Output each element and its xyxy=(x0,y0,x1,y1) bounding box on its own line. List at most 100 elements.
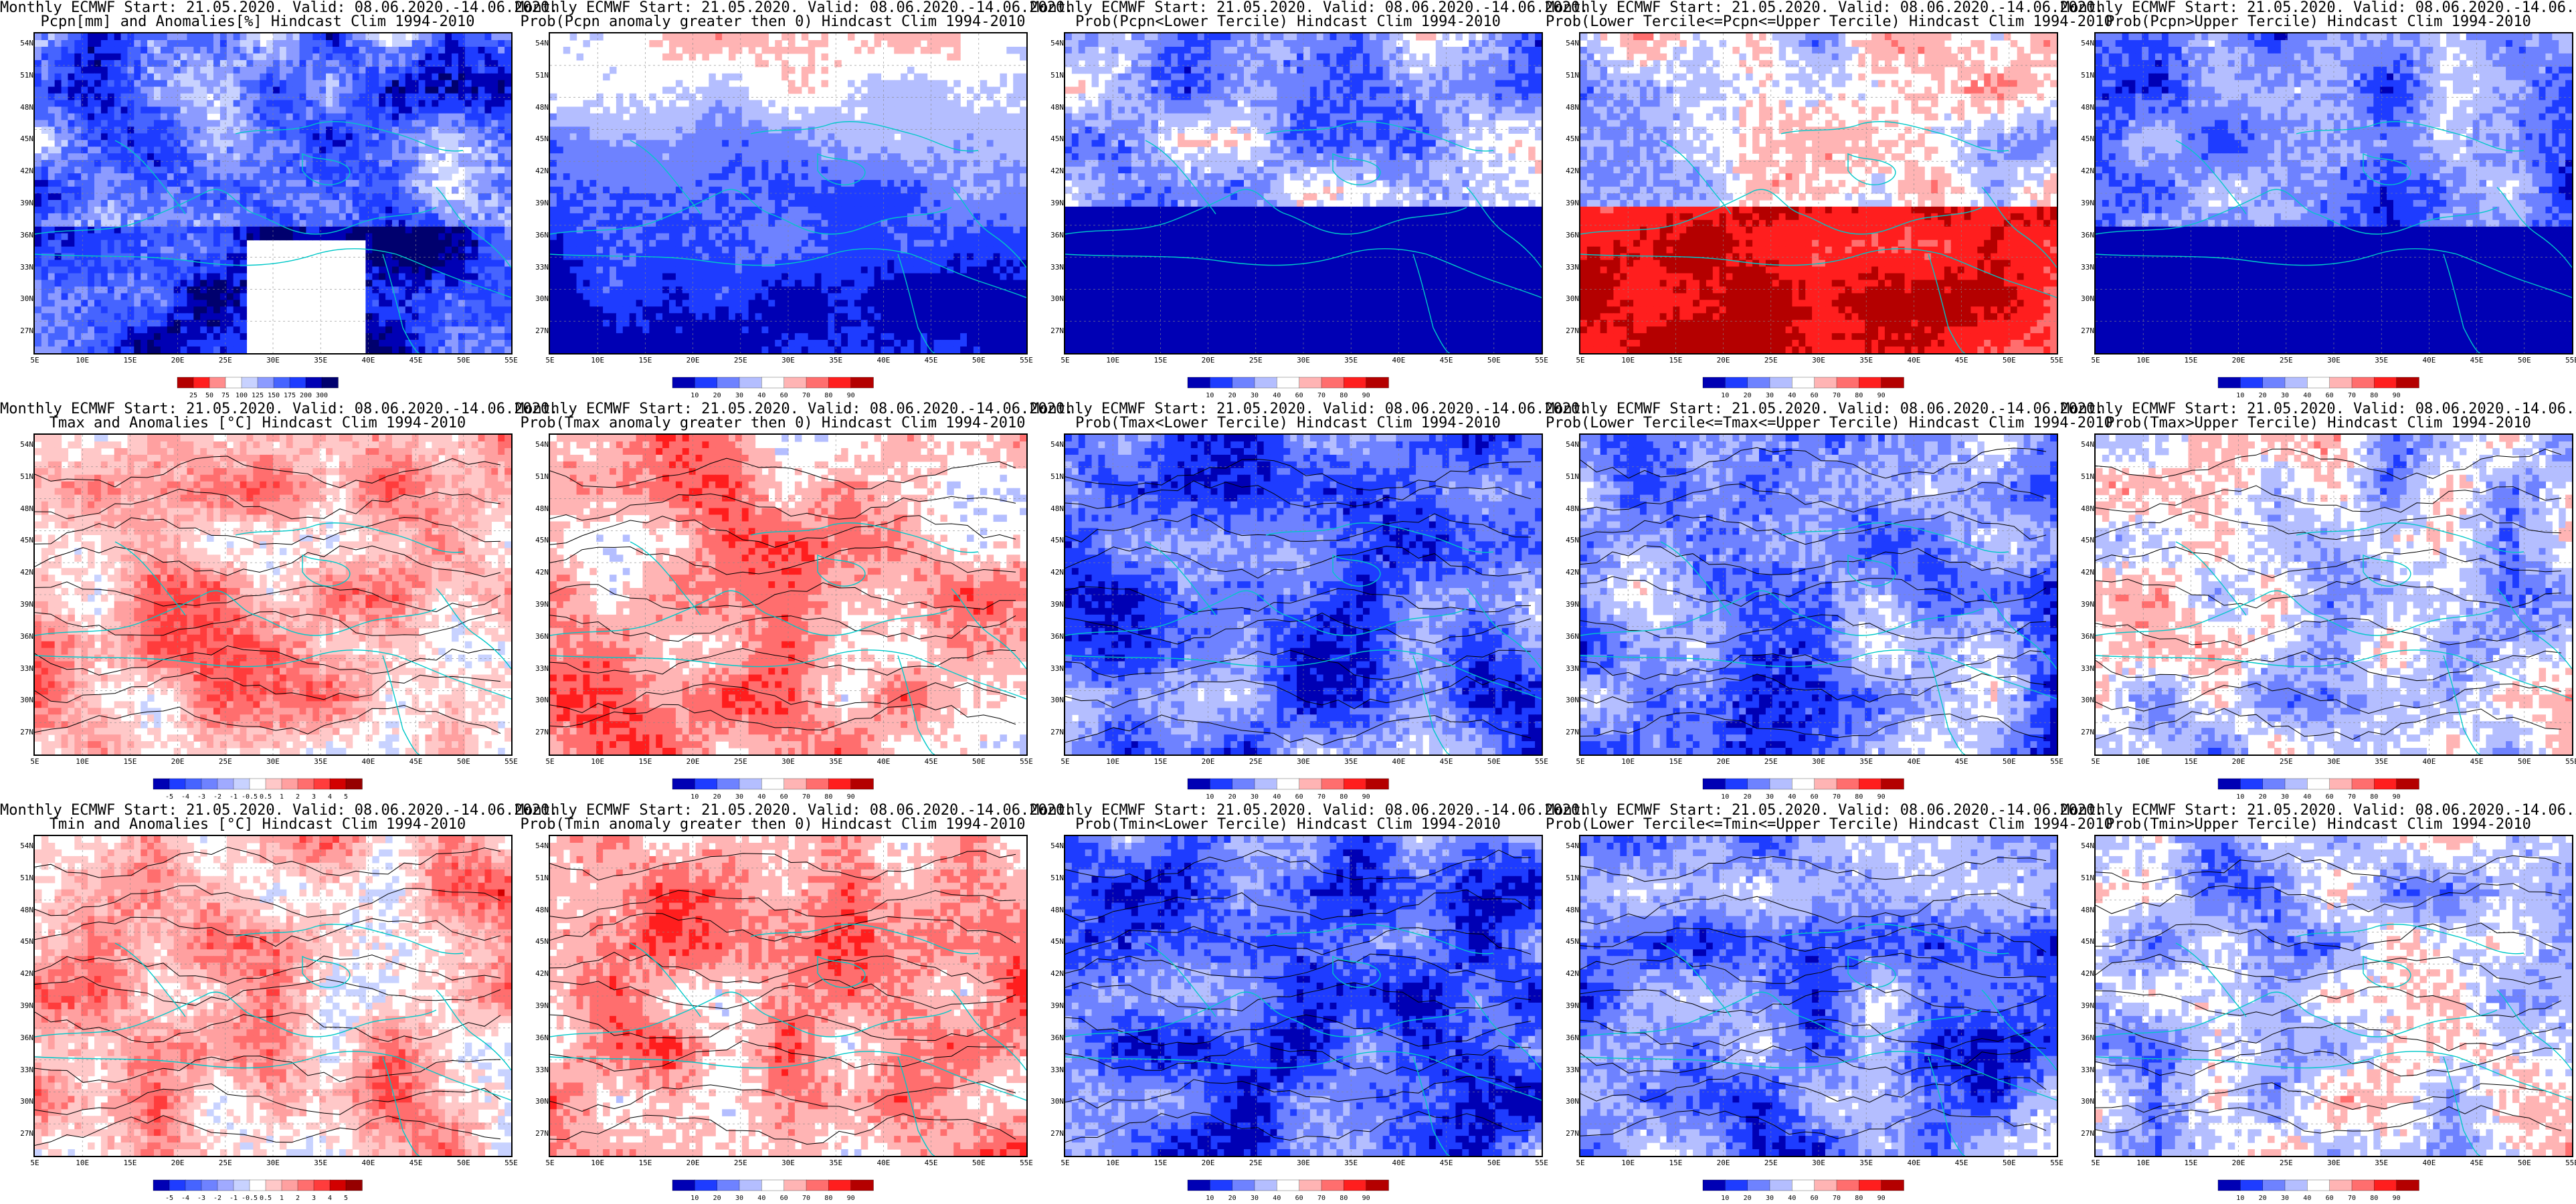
latitude-label: 42N xyxy=(1041,568,1064,577)
colorbar-tick-label: 10 xyxy=(1721,1195,1729,1202)
latitude-label: 45N xyxy=(526,536,549,544)
longitude-label: 30E xyxy=(266,757,280,766)
longitude-label: 20E xyxy=(1717,757,1730,766)
map-svg xyxy=(550,435,1026,755)
latitude-label: 30N xyxy=(1556,294,1579,303)
colorbar-swatch xyxy=(2329,1179,2353,1191)
colorbar-swatch xyxy=(1814,377,1837,389)
graticule xyxy=(1580,33,2057,353)
longitude-label: 10E xyxy=(76,356,89,365)
longitude-label: 25E xyxy=(219,757,232,766)
latitude-label: 54N xyxy=(2072,841,2094,850)
colorbar-tick-label: 4 xyxy=(328,1195,332,1202)
latitude-label: 36N xyxy=(1041,231,1064,239)
colorbar-svg xyxy=(1702,377,1904,389)
latitude-label: 54N xyxy=(1041,841,1064,850)
latitude-label: 36N xyxy=(11,1033,33,1042)
latitude-label: 45N xyxy=(1041,937,1064,946)
longitude-label: 50E xyxy=(2003,757,2016,766)
longitude-label: 50E xyxy=(1487,356,1501,365)
colorbar-swatch xyxy=(1702,377,1726,389)
colorbar-tick-label: 3 xyxy=(312,793,316,801)
longitude-label: 50E xyxy=(972,1159,986,1167)
colorbar-tick-label: 10 xyxy=(1721,392,1729,399)
latitude-label: 48N xyxy=(526,504,549,513)
longitude-label: 30E xyxy=(266,1159,280,1167)
latitude-label: 33N xyxy=(2072,263,2094,272)
coastlines xyxy=(550,121,1026,353)
latitude-label: 30N xyxy=(526,1097,549,1106)
graticule xyxy=(1580,836,2057,1156)
longitude-label: 30E xyxy=(1297,356,1310,365)
latitude-label: 48N xyxy=(11,504,33,513)
longitude-label: 30E xyxy=(1812,1159,1825,1167)
colorbar-swatch xyxy=(265,1179,282,1191)
colorbar-swatch xyxy=(177,377,194,389)
shaded-field xyxy=(35,33,511,353)
shaded-field xyxy=(1580,33,2057,353)
latitude-label: 39N xyxy=(11,1001,33,1010)
forecast-panel: Monthly ECMWF Start: 21.05.2020. Valid: … xyxy=(0,803,558,1204)
colorbar-swatch xyxy=(1277,1179,1300,1191)
latitude-label: 33N xyxy=(11,1066,33,1074)
colorbar-swatch xyxy=(1187,778,1210,790)
latitude-label: 42N xyxy=(1556,969,1579,978)
colorbar-tick-label: 80 xyxy=(1855,1195,1863,1202)
colorbar-swatch xyxy=(2262,778,2286,790)
colorbar-swatch xyxy=(1277,377,1300,389)
latitude-label: 51N xyxy=(11,71,33,80)
latitude-label: 33N xyxy=(1556,664,1579,673)
longitude-label: 5E xyxy=(1576,356,1584,365)
colorbar-tick-label: 30 xyxy=(1766,1195,1774,1202)
latitude-label: 54N xyxy=(526,841,549,850)
longitude-label: 45E xyxy=(2470,1159,2484,1167)
colorbar-swatch xyxy=(850,377,874,389)
longitude-label: 35E xyxy=(314,757,327,766)
colorbar-tick-label: -3 xyxy=(197,1195,205,1202)
latitude-label: 33N xyxy=(11,263,33,272)
latitude-label: 36N xyxy=(1041,632,1064,641)
colorbar-swatch xyxy=(1232,1179,1255,1191)
colorbar-tick-label: 60 xyxy=(780,1195,788,1202)
colorbar-swatch xyxy=(2396,1179,2419,1191)
colorbar-swatch xyxy=(169,778,186,790)
longitude-label: 5E xyxy=(545,356,554,365)
colorbar-tick-label: 80 xyxy=(1340,793,1348,801)
colorbar-swatch xyxy=(1232,377,1255,389)
colorbar-swatch xyxy=(1366,377,1389,389)
colorbar-swatch xyxy=(806,377,829,389)
longitude-label: 10E xyxy=(1106,356,1119,365)
colorbar-swatch xyxy=(1277,778,1300,790)
colorbar-tick-label: 20 xyxy=(713,1195,721,1202)
latitude-label: 33N xyxy=(1041,263,1064,272)
longitude-label: 45E xyxy=(1440,1159,1453,1167)
colorbar-tick-label: 40 xyxy=(2303,793,2311,801)
latitude-label: 36N xyxy=(1041,1033,1064,1042)
latitude-label: 39N xyxy=(11,600,33,609)
colorbar-swatch xyxy=(313,778,331,790)
colorbar-swatch xyxy=(828,1179,852,1191)
colorbar-swatch xyxy=(761,778,785,790)
contour-lines xyxy=(2096,448,2562,740)
colorbar-swatch xyxy=(265,778,282,790)
longitude-label: 35E xyxy=(829,1159,842,1167)
latitude-label: 30N xyxy=(11,294,33,303)
colorbar-swatch xyxy=(2262,1179,2286,1191)
latitude-label: 45N xyxy=(1556,937,1579,946)
longitude-label: 50E xyxy=(1487,1159,1501,1167)
shaded-field xyxy=(2096,836,2572,1156)
map-svg xyxy=(35,836,511,1156)
latitude-label: 36N xyxy=(2072,1033,2094,1042)
colorbar-tick-label: -4 xyxy=(181,1195,189,1202)
colorbar-swatch xyxy=(2351,377,2375,389)
coastlines xyxy=(1580,924,2057,1156)
panel-title-line1: Monthly ECMWF Start: 21.05.2020. Valid: … xyxy=(1546,803,2104,818)
longitude-label: 35E xyxy=(1344,356,1358,365)
colorbar-swatch xyxy=(241,377,258,389)
colorbar-tick-label: 80 xyxy=(824,1195,832,1202)
longitude-label: 5E xyxy=(2091,1159,2100,1167)
colorbar-tick-label: 60 xyxy=(1295,392,1303,399)
colorbar-swatch xyxy=(717,778,740,790)
map-frame xyxy=(1579,835,2058,1157)
colorbar xyxy=(1187,778,1389,791)
